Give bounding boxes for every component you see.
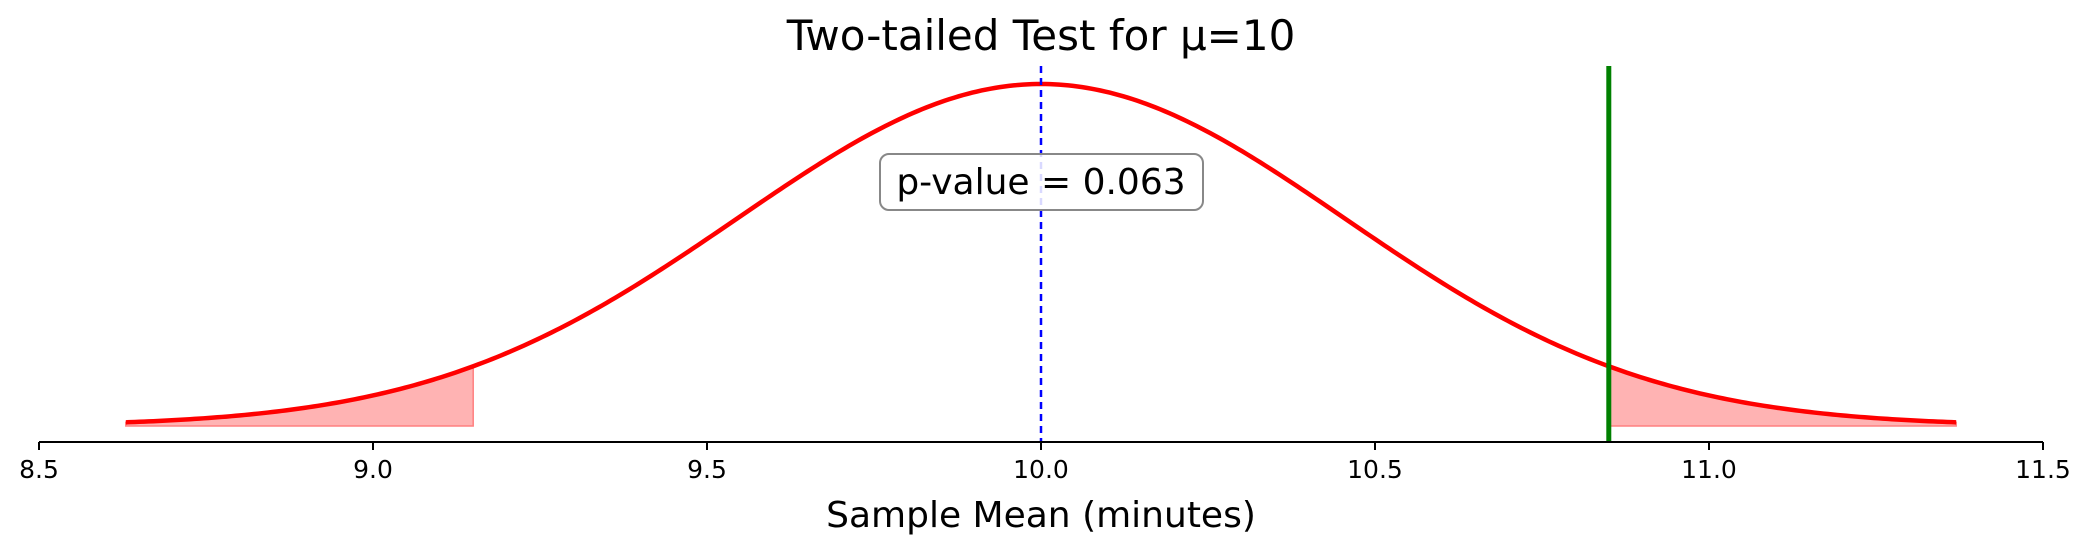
x-tick-label: 11.5 xyxy=(2015,455,2071,484)
x-tick-label: 11.0 xyxy=(1681,455,1737,484)
chart-title: Two-tailed Test for μ=10 xyxy=(786,11,1296,60)
x-tick-label: 10.5 xyxy=(1347,455,1403,484)
right-rejection-region xyxy=(1608,365,1957,427)
x-ticks: 8.5 9.0 9.5 10.0 10.5 11.0 11.5 xyxy=(19,442,2071,484)
p-value-box xyxy=(879,153,1204,211)
x-tick-label: 10.0 xyxy=(1013,455,1069,484)
left-rejection-region xyxy=(125,365,474,427)
x-tick-label: 8.5 xyxy=(19,455,59,484)
p-value-text: p-value = 0.063 xyxy=(896,162,1185,203)
x-tick-label: 9.0 xyxy=(353,455,393,484)
x-axis-label: Sample Mean (minutes) xyxy=(826,495,1256,536)
p-value-annotation: p-value = 0.063 xyxy=(879,153,1204,211)
x-tick-label: 9.5 xyxy=(687,455,727,484)
